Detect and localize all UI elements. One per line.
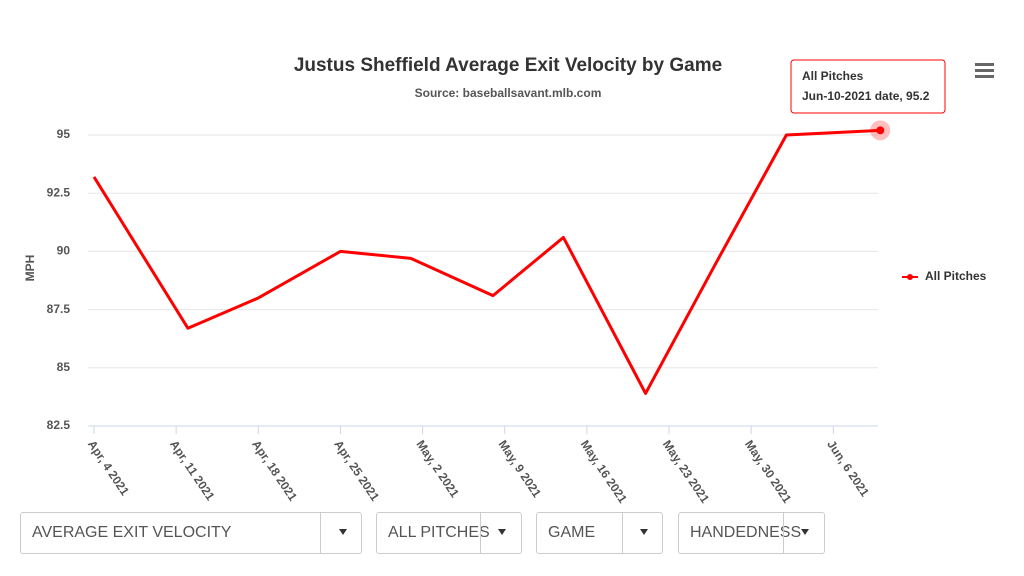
dropdown[interactable]: ALL PITCHES <box>376 512 522 554</box>
chart: Justus Sheffield Average Exit Velocity b… <box>23 55 994 506</box>
dropdown[interactable]: AVERAGE EXIT VELOCITY <box>20 512 362 554</box>
dropdown-label: AVERAGE EXIT VELOCITY <box>32 524 232 541</box>
data-line <box>92 128 881 395</box>
y-tick-label: 85 <box>57 360 71 374</box>
dropdown-label: GAME <box>548 524 596 541</box>
dropdown[interactable]: HANDEDNESS <box>678 512 825 554</box>
legend-marker <box>907 274 913 280</box>
y-tick-label: 87.5 <box>47 302 71 316</box>
tooltip-box <box>790 59 946 114</box>
y-tick-label: 92.5 <box>47 185 71 199</box>
y-axis-title: MPH <box>23 255 37 282</box>
x-tick-label: Apr, 11 2021 <box>167 438 218 504</box>
x-tick-label: Jun, 6 2021 <box>824 438 872 500</box>
dropdown[interactable]: GAME <box>536 512 663 554</box>
x-tick-label: Apr, 25 2021 <box>331 438 382 504</box>
x-tick-label: Apr, 18 2021 <box>249 438 300 504</box>
x-tick-label: Apr, 4 2021 <box>85 438 132 499</box>
x-tick-label: May, 30 2021 <box>742 438 794 505</box>
legend-label: All Pitches <box>925 269 987 283</box>
hover-marker <box>876 126 885 135</box>
tooltip-title: All Pitches <box>802 69 864 83</box>
tooltip: All Pitches Jun-10-2021 date, 95.2 <box>790 59 946 114</box>
x-tick-label: May, 16 2021 <box>578 438 630 505</box>
menu-icon[interactable] <box>975 63 994 78</box>
x-tick-label: May, 9 2021 <box>496 438 545 501</box>
dropdown-label: ALL PITCHES <box>388 524 490 541</box>
chart-title: Justus Sheffield Average Exit Velocity b… <box>294 55 722 76</box>
x-tick-label: May, 23 2021 <box>660 438 712 505</box>
chart-subtitle: Source: baseballsavant.mlb.com <box>415 86 602 100</box>
tooltip-text: Jun-10-2021 date, 95.2 <box>802 89 930 103</box>
x-tick-label: May, 2 2021 <box>413 438 462 501</box>
y-tick-label: 90 <box>57 244 71 258</box>
y-tick-label: 95 <box>57 127 71 141</box>
y-tick-label: 82.5 <box>47 418 71 432</box>
dropdown-label: HANDEDNESS <box>690 524 802 541</box>
